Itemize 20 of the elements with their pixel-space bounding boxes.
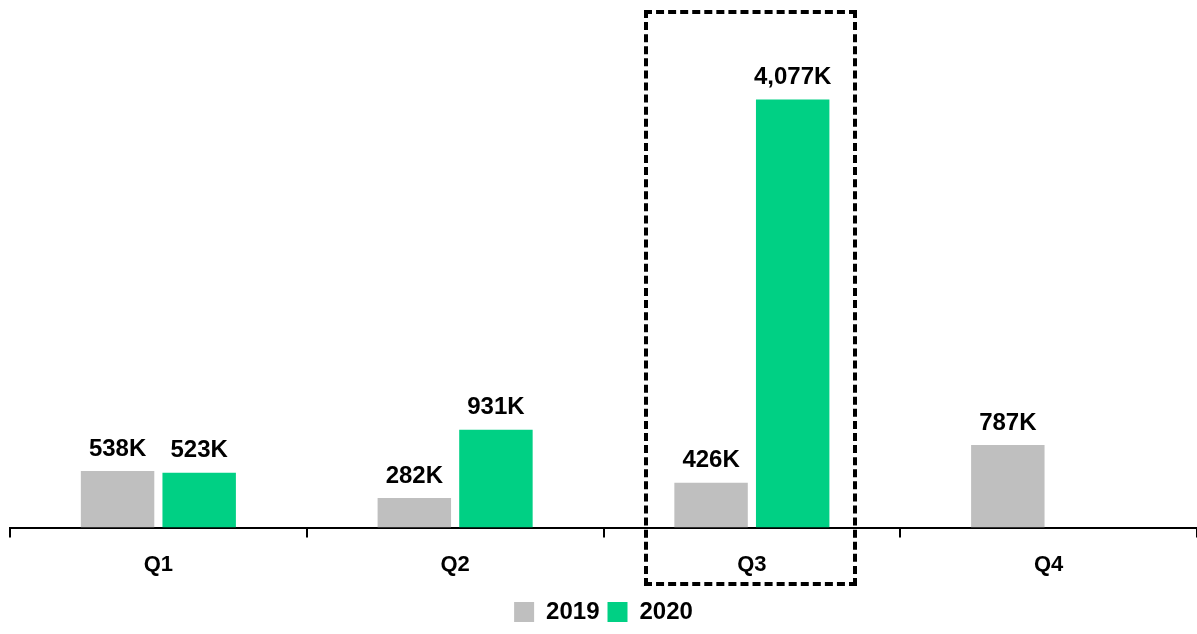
bar (162, 472, 236, 528)
legend-label: 2019 (546, 596, 600, 624)
bar (80, 471, 155, 528)
bar (755, 99, 830, 528)
bar (971, 444, 1045, 528)
data-label: 787K (979, 407, 1038, 435)
legend-label: 2020 (639, 596, 693, 624)
x-tick-label: Q3 (737, 550, 767, 576)
data-label: 4,077K (753, 62, 833, 90)
bar (674, 482, 748, 528)
data-label: 426K (682, 445, 741, 473)
data-label: 931K (467, 392, 526, 420)
x-tick-label: Q1 (143, 550, 174, 576)
bar (459, 429, 533, 528)
data-label: 523K (170, 435, 229, 463)
data-label: 282K (385, 460, 444, 488)
bar (377, 497, 452, 528)
x-tick-label: Q2 (440, 550, 470, 576)
x-tick-label: Q4 (1033, 550, 1065, 576)
data-label: 538K (88, 433, 147, 461)
